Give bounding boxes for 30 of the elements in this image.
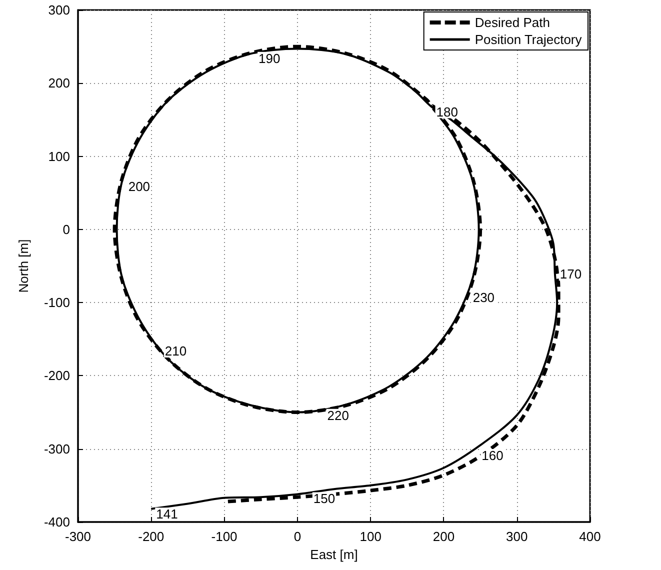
y-tick-label: 300 xyxy=(48,2,70,18)
y-tick-label: -400 xyxy=(44,514,70,530)
y-tick-label: 0 xyxy=(62,222,70,237)
x-tick-label: 100 xyxy=(360,529,382,544)
x-tick-label: 200 xyxy=(432,529,455,544)
annotation: 200 xyxy=(128,178,150,194)
annotation: 230 xyxy=(472,290,495,306)
y-tick-label: 200 xyxy=(48,76,70,91)
annotation: 190 xyxy=(258,50,280,66)
y-tick-label: -100 xyxy=(44,295,70,310)
annotation: 210 xyxy=(164,343,187,358)
annotation: 150 xyxy=(313,491,336,506)
x-tick-label: 300 xyxy=(506,529,528,544)
annotation: 170 xyxy=(560,266,582,282)
x-tick-label: -200 xyxy=(138,529,164,544)
x-tick-label: -300 xyxy=(64,529,92,544)
x-tick-label: -100 xyxy=(211,529,238,544)
legend-label: Position Trajectory xyxy=(474,32,582,47)
x-tick-label: 0 xyxy=(294,529,302,544)
annotation: 220 xyxy=(327,408,349,423)
y-tick-label: -200 xyxy=(44,368,70,384)
annotation: 160 xyxy=(482,448,504,464)
x-tick-label: 400 xyxy=(579,529,601,544)
y-tick-label: -300 xyxy=(44,441,70,456)
legend-label: Desired Path xyxy=(474,15,550,30)
y-axis-title: North [m] xyxy=(16,239,31,293)
y-tick-label: 100 xyxy=(48,148,70,164)
annotation: 180 xyxy=(436,104,458,120)
annotation: 141 xyxy=(156,506,178,522)
x-axis-title: East [m] xyxy=(310,547,358,562)
